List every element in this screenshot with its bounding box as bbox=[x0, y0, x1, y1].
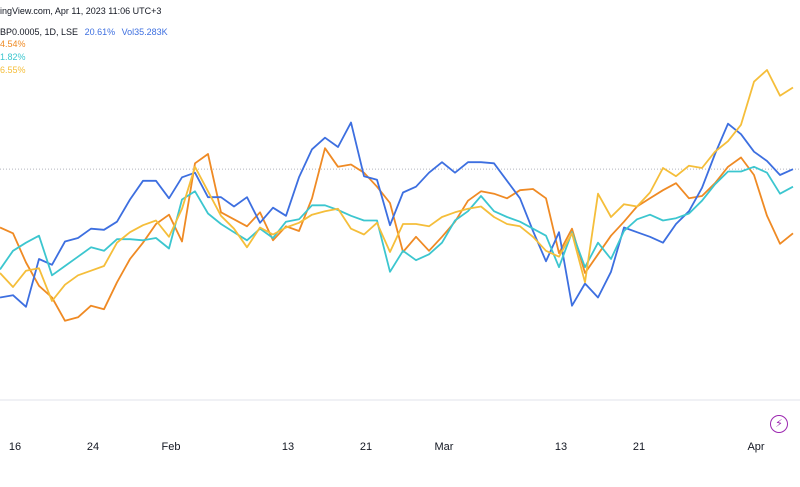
x-tick-label: 21 bbox=[632, 441, 646, 453]
main-legend-row: BP0.0005, 1D, LSE 20.61% Vol35.283K bbox=[0, 27, 172, 38]
x-tick-label: 24 bbox=[86, 441, 100, 453]
x-tick-label: Feb bbox=[161, 441, 181, 453]
chart-attribution: ingView.com, Apr 11, 2023 11:06 UTC+3 bbox=[0, 6, 162, 16]
series-line-orange bbox=[0, 147, 794, 322]
series-line-gold bbox=[0, 69, 794, 302]
x-tick-label: 13 bbox=[554, 441, 568, 453]
x-tick-label: 13 bbox=[281, 441, 295, 453]
symbol-label: BP0.0005, 1D, LSE bbox=[0, 27, 79, 37]
series-line-blue bbox=[0, 121, 794, 308]
x-tick-label: 16 bbox=[8, 441, 22, 453]
series-line-cyan bbox=[0, 165, 794, 277]
legend-orange-value: 4.54% bbox=[0, 39, 26, 49]
legend-cyan-row: 1.82% bbox=[0, 52, 30, 63]
legend-cyan-value: 1.82% bbox=[0, 52, 26, 62]
lightning-bolt-icon[interactable]: ⚡ bbox=[770, 415, 788, 433]
change-value: 20.61% bbox=[84, 27, 116, 37]
x-tick-label: Apr bbox=[747, 441, 765, 453]
x-tick-label: Mar bbox=[434, 441, 454, 453]
legend-gold-row: 6.55% bbox=[0, 65, 30, 76]
legend-orange-row: 4.54% bbox=[0, 39, 30, 50]
volume-value: Vol35.283K bbox=[121, 27, 168, 37]
legend-gold-value: 6.55% bbox=[0, 65, 26, 75]
series-lines bbox=[0, 69, 794, 322]
x-tick-label: 21 bbox=[359, 441, 373, 453]
